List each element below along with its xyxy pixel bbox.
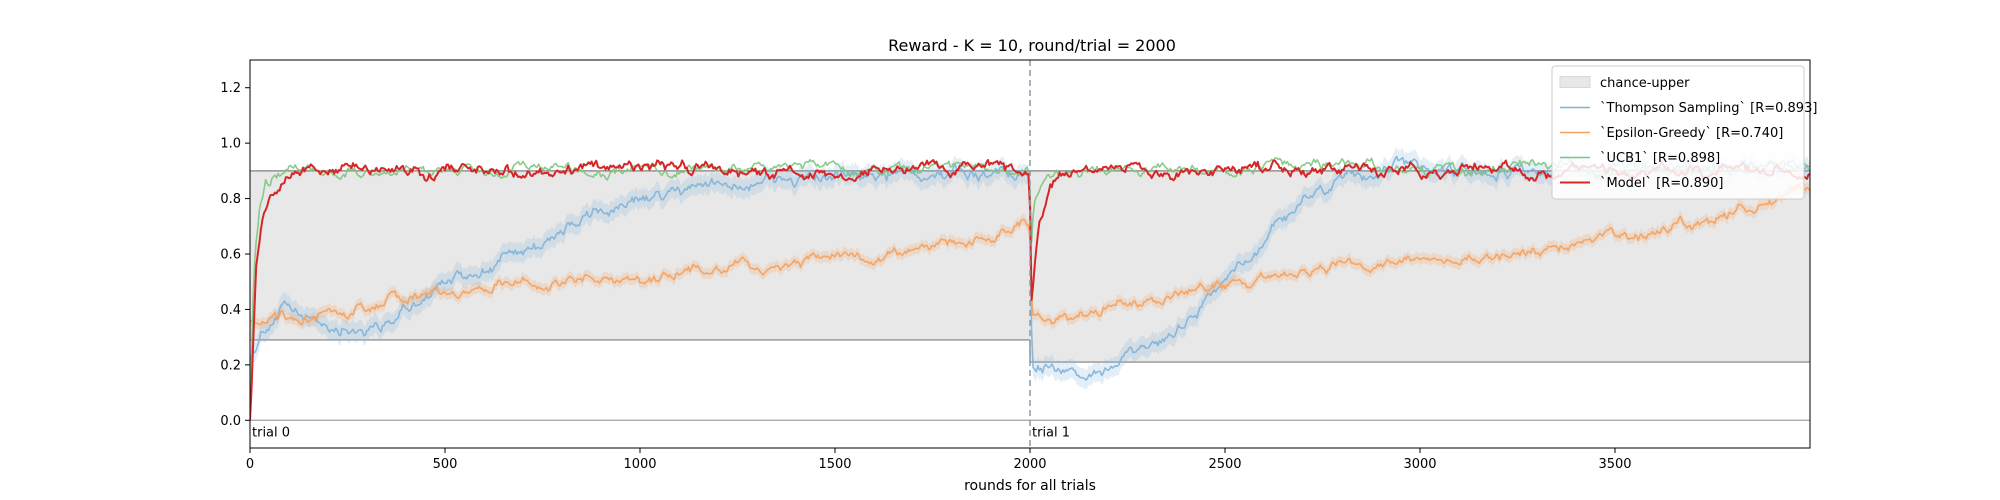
series-line-3 — [250, 159, 1810, 421]
y-tick-label-5: 1.0 — [220, 137, 241, 152]
legend-box — [1551, 65, 1805, 200]
legend: chance-upper `Thompson Sampling` [R=0.893… — [1551, 65, 1817, 200]
x-axis: 0 500 1000 1500 2000 2500 3000 3500 — [246, 448, 1632, 472]
y-tick-label-6: 1.2 — [220, 81, 241, 96]
y-axis: 0.0 0.2 0.4 0.6 0.8 1.0 1.2 — [220, 81, 250, 429]
y-tick-label-3: 0.6 — [220, 248, 241, 263]
x-tick-label-6: 3000 — [1403, 457, 1436, 472]
series-band-0 — [250, 146, 1810, 390]
trial-label-1: trial 1 — [1032, 425, 1070, 440]
series-band-1 — [250, 178, 1810, 331]
x-tick-label-3: 1500 — [818, 457, 851, 472]
legend-label-2: `UCB1` [R=0.898] — [1600, 151, 1720, 166]
y-tick-label-0: 0.0 — [220, 414, 241, 429]
plot-area: trial 0 trial 1 — [250, 60, 1810, 448]
legend-label-1: `Epsilon-Greedy` [R=0.740] — [1600, 126, 1783, 141]
series-3 — [250, 159, 1810, 421]
x-tick-label-2: 1000 — [623, 457, 656, 472]
legend-label-0: `Thompson Sampling` [R=0.893] — [1600, 101, 1817, 116]
x-tick-label-0: 0 — [246, 457, 254, 472]
legend-swatch-chance — [1559, 76, 1591, 88]
legend-label-3: `Model` [R=0.890] — [1600, 176, 1723, 191]
trial-label-0: trial 0 — [252, 425, 290, 440]
y-tick-label-2: 0.4 — [220, 303, 241, 318]
x-tick-label-7: 3500 — [1598, 457, 1631, 472]
chance-band-segment-1 — [1030, 170, 1810, 363]
y-tick-label-1: 0.2 — [220, 358, 241, 373]
chart-title: Reward - K = 10, round/trial = 2000 — [888, 36, 1176, 55]
legend-label-chance: chance-upper — [1600, 76, 1690, 91]
x-axis-title: rounds for all trials — [964, 478, 1096, 494]
x-tick-label-4: 2000 — [1013, 457, 1046, 472]
x-tick-label-5: 2500 — [1208, 457, 1241, 472]
y-tick-label-4: 0.8 — [220, 192, 241, 207]
x-tick-label-1: 500 — [433, 457, 458, 472]
